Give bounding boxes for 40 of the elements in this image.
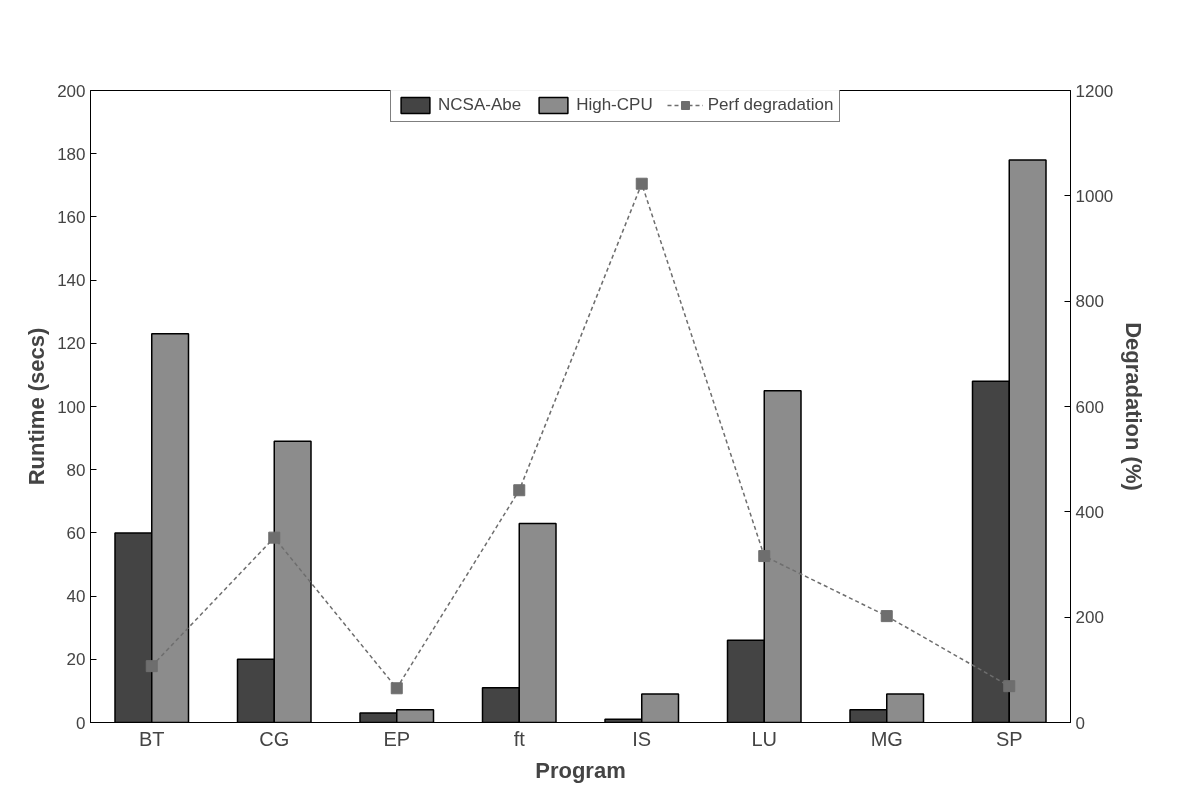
x-tick-label: CG — [259, 727, 290, 750]
x-tick-label: LU — [751, 727, 778, 750]
point — [880, 610, 893, 623]
y-tick-label: 120 — [57, 334, 86, 354]
y-tick-label: 200 — [57, 81, 86, 101]
point — [513, 484, 526, 497]
y2-tick-label: 200 — [1075, 608, 1104, 628]
y-tick-label: 100 — [57, 397, 86, 417]
x-axis-title: Program — [535, 757, 626, 783]
y-tick-label: 60 — [66, 523, 86, 543]
y2-tick-label: 0 — [1075, 713, 1085, 733]
y2-axis-title: Degradation (%) — [1121, 322, 1147, 491]
y-tick-label: 40 — [66, 587, 86, 607]
legend-label: High-CPU — [576, 95, 653, 115]
x-tick-label: SP — [995, 727, 1023, 750]
point — [1003, 680, 1016, 693]
y2-tick-label: 400 — [1075, 502, 1104, 522]
legend-label: Perf degradation — [707, 95, 834, 115]
point — [635, 177, 648, 190]
y-tick-label: 20 — [66, 650, 86, 670]
y-tick-label: 180 — [57, 144, 86, 164]
y-tick-label: 140 — [57, 271, 86, 291]
y2-tick-label: 1200 — [1075, 81, 1114, 101]
y-tick-label: 160 — [57, 207, 86, 227]
point — [758, 550, 771, 563]
y-tick-label: 80 — [66, 460, 86, 480]
y2-tick-label: 1000 — [1075, 186, 1114, 206]
x-tick-label: ft — [513, 727, 526, 750]
x-tick-label: BT — [138, 727, 165, 750]
y-tick-label: 0 — [76, 713, 86, 733]
point — [268, 531, 281, 544]
x-tick-label: MG — [870, 727, 903, 750]
x-tick-label: EP — [383, 727, 411, 750]
point — [145, 660, 158, 673]
point — [390, 682, 403, 695]
x-tick-label: IS — [632, 727, 652, 750]
y2-tick-label: 600 — [1075, 397, 1104, 417]
y-axis-title: Runtime (secs) — [24, 327, 50, 486]
legend-label: NCSA-Abe — [438, 95, 522, 115]
y2-tick-label: 800 — [1075, 292, 1104, 312]
